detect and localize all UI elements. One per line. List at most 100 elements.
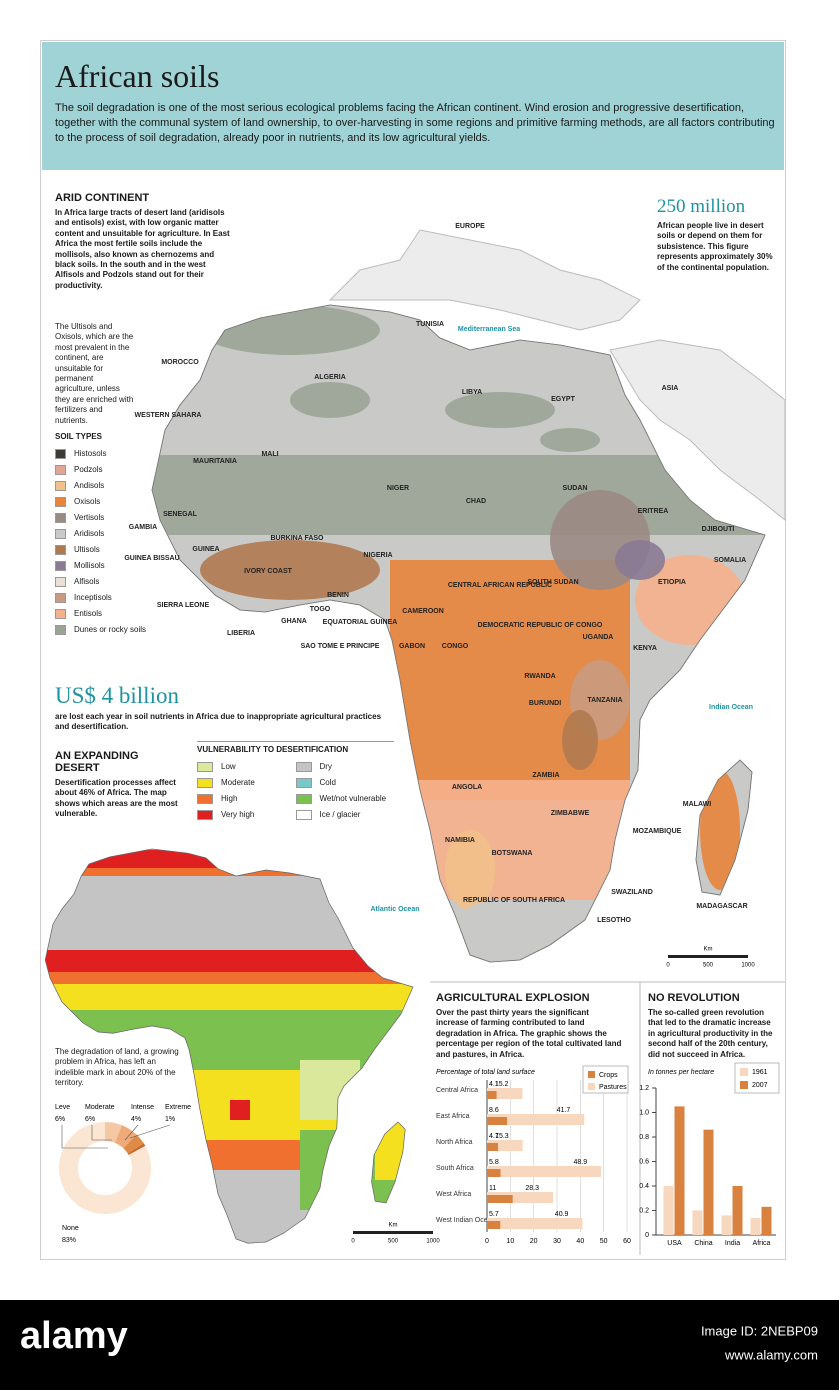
leader-line xyxy=(61,1125,108,1149)
vulnerability-area xyxy=(45,868,413,876)
country-label: SWAZILAND xyxy=(611,889,653,896)
swatch xyxy=(55,529,66,540)
swatch xyxy=(295,778,312,789)
pie-label: Leve xyxy=(55,1104,70,1111)
country-label: IVORY COAST xyxy=(244,568,293,575)
image-id: Image ID: 2NEBP09 xyxy=(701,1323,818,1338)
country-label: TUNISIA xyxy=(416,321,444,328)
bar xyxy=(487,1221,501,1229)
soil-area xyxy=(400,780,630,900)
country-label: GHANA xyxy=(281,618,307,625)
bar xyxy=(487,1192,554,1203)
pie-slice xyxy=(105,1122,122,1143)
legend-swatch xyxy=(588,1071,595,1078)
country-label: TOGO xyxy=(310,606,331,613)
swatch xyxy=(197,762,213,773)
country-label: ZAMBIA xyxy=(532,772,559,779)
country-label: CHAD xyxy=(466,498,486,505)
legend-item: Aridisols xyxy=(55,526,175,542)
country-label: MAURITANIA xyxy=(193,458,237,465)
site: www.alamy.com xyxy=(724,1347,818,1362)
country-label: EUROPE xyxy=(455,223,485,230)
bar xyxy=(487,1140,523,1151)
legend-label: 1961 xyxy=(752,1069,768,1076)
legend-label: Inceptisols xyxy=(74,593,112,603)
paragraph: African people live in desert soils or d… xyxy=(657,221,773,272)
value-label: 15.3 xyxy=(495,1133,509,1140)
value-label: 4.7 xyxy=(489,1133,499,1140)
country-label: LIBYA xyxy=(462,389,482,396)
swatch xyxy=(55,449,66,460)
scale-tick: 500 xyxy=(703,963,714,969)
country-label: NAMIBIA xyxy=(445,837,475,844)
y-tick-label: 0.8 xyxy=(639,1134,649,1141)
country-label: ERITREA xyxy=(638,508,669,515)
legend-label: Pastures xyxy=(599,1084,627,1091)
country-label: BURUNDI xyxy=(529,700,561,707)
leader-line xyxy=(91,1125,112,1141)
footer-band xyxy=(0,1300,839,1390)
legend-item: Low xyxy=(197,759,296,775)
y-tick-label: 0 xyxy=(645,1232,649,1239)
sea-label: Indian Ocean xyxy=(709,704,753,711)
legend-label: Wet/not vulnerable xyxy=(319,794,387,804)
swatch xyxy=(55,513,66,524)
bar xyxy=(703,1129,714,1235)
legend-swatch xyxy=(740,1068,748,1076)
country-label: ETIOPIA xyxy=(658,579,686,586)
legend-item: Ultisols xyxy=(55,542,175,558)
bar xyxy=(761,1206,772,1235)
legend-label: Cold xyxy=(319,778,336,788)
scale-bar xyxy=(353,1231,433,1234)
country-label: BENIN xyxy=(327,592,349,599)
legend-label: Ultisols xyxy=(74,545,100,555)
y-tick-label: 0.2 xyxy=(639,1207,649,1214)
soil-area xyxy=(200,540,380,600)
big-number: 250 million xyxy=(657,196,746,217)
bar xyxy=(674,1106,685,1235)
legend-label: Ice / glacier xyxy=(319,810,361,820)
watermark-brand: alamy xyxy=(20,1315,128,1357)
heading: AGRICULTURAL EXPLOSION xyxy=(436,992,590,1004)
country-label: SIERRA LEONE xyxy=(157,602,210,609)
legend-label: Oxisols xyxy=(74,497,101,507)
header-band xyxy=(42,42,784,170)
swatch xyxy=(197,794,213,805)
legend-item: Inceptisols xyxy=(55,590,175,606)
scale-tick: 1000 xyxy=(741,963,755,969)
x-tick-label: 40 xyxy=(576,1238,584,1245)
country-label: DJIBOUTI xyxy=(702,526,735,533)
legend-item: Alfisols xyxy=(55,574,175,590)
stat-block: 250 million African people live in deser… xyxy=(657,196,779,273)
note: The Ultisols and Oxisols, which are the … xyxy=(55,322,135,426)
legend-swatch xyxy=(740,1081,748,1089)
swatch xyxy=(55,593,66,604)
y-tick-label: 1.2 xyxy=(639,1085,649,1092)
legend-item: High xyxy=(197,791,296,807)
scale-tick: 0 xyxy=(351,1239,355,1245)
value-label: 48.9 xyxy=(573,1159,587,1166)
legend-label: Aridisols xyxy=(74,529,105,539)
soil-area xyxy=(700,770,740,890)
country-label: LIBERIA xyxy=(227,630,255,637)
pie-value: 83% xyxy=(62,1237,76,1244)
pie-value: 1% xyxy=(165,1116,175,1123)
soil-areas xyxy=(152,305,765,940)
vulnerability-area xyxy=(230,1100,250,1120)
country-label: CAMEROON xyxy=(402,608,444,615)
country-label: ASIA xyxy=(662,385,679,392)
legend-swatch xyxy=(588,1083,595,1090)
legend-item: Entisols xyxy=(55,606,175,622)
bar xyxy=(663,1186,674,1235)
country-label: LESOTHO xyxy=(597,917,631,924)
x-tick-label: USA xyxy=(667,1240,682,1247)
category-label: West Indian Ocean xyxy=(436,1217,496,1224)
country-label: NIGER xyxy=(387,485,409,492)
big-number: US$ 4 billion xyxy=(55,683,179,708)
vulnerability-area xyxy=(300,1060,360,1120)
swatch xyxy=(55,545,66,556)
legend-label: 2007 xyxy=(752,1082,768,1089)
country-label: MOZAMBIQUE xyxy=(633,828,682,835)
bar xyxy=(692,1210,703,1235)
category-label: Central Africa xyxy=(436,1087,478,1094)
